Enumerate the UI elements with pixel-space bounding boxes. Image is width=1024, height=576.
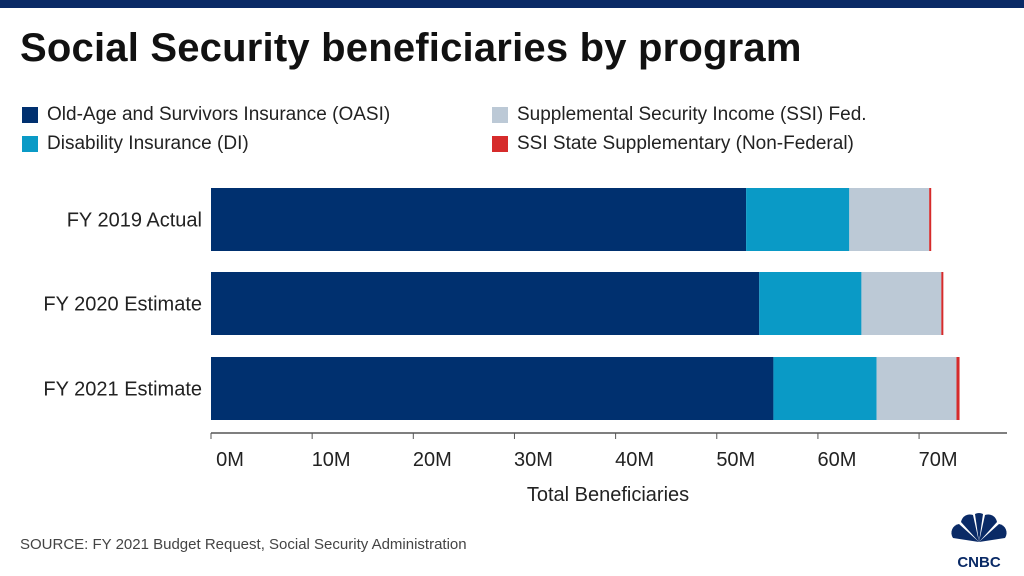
bar-segment-ssi-state-fy2021 bbox=[956, 357, 960, 420]
x-axis-title: Total Beneficiaries bbox=[527, 484, 689, 506]
x-tick-label-30: 30M bbox=[514, 449, 553, 471]
y-tick-label-fy2021: FY 2021 Estimate bbox=[43, 379, 202, 401]
legend-item-oasi: Old-Age and Survivors Insurance (OASI) bbox=[22, 104, 390, 126]
x-tick-label-50: 50M bbox=[716, 449, 755, 471]
legend-label-ssi-fed: Supplemental Security Income (SSI) Fed. bbox=[517, 104, 867, 125]
chart-title: Social Security beneficiaries by program bbox=[20, 26, 802, 70]
x-tick-label-70: 70M bbox=[919, 449, 958, 471]
x-tick-label-40: 40M bbox=[615, 449, 654, 471]
y-tick-label-fy2019: FY 2019 Actual bbox=[67, 210, 202, 232]
bar-segment-ssi-state-fy2020 bbox=[941, 272, 944, 335]
bar-segment-oasi-fy2019 bbox=[211, 188, 747, 251]
top-accent-bar bbox=[0, 0, 1024, 8]
logo-wordmark: CNBC bbox=[957, 554, 1000, 570]
y-tick-label-fy2020: FY 2020 Estimate bbox=[43, 294, 202, 316]
legend-label-ssi-state: SSI State Supplementary (Non-Federal) bbox=[517, 133, 854, 154]
legend-item-ssi-fed: Supplemental Security Income (SSI) Fed. bbox=[492, 104, 867, 126]
x-tick-label-20: 20M bbox=[413, 449, 452, 471]
legend-label-oasi: Old-Age and Survivors Insurance (OASI) bbox=[47, 104, 391, 125]
legend-swatch-ssi-fed bbox=[492, 107, 508, 123]
legend-item-ssi-state: SSI State Supplementary (Non-Federal) bbox=[492, 133, 854, 155]
bar-segment-oasi-fy2021 bbox=[211, 357, 774, 420]
bar-segment-oasi-fy2020 bbox=[211, 272, 760, 335]
legend-label-di: Disability Insurance (DI) bbox=[47, 133, 249, 154]
source-note: SOURCE: FY 2021 Budget Request, Social S… bbox=[20, 536, 467, 553]
legend-swatch-di bbox=[22, 136, 38, 152]
legend-swatch-ssi-state bbox=[492, 136, 508, 152]
bar-segment-ssi-state-fy2019 bbox=[929, 188, 932, 251]
legend-swatch-oasi bbox=[22, 107, 38, 123]
bar-segment-di-fy2020 bbox=[759, 272, 862, 335]
bar-segment-ssi-fed-fy2019 bbox=[849, 188, 930, 251]
bar-segment-di-fy2019 bbox=[746, 188, 850, 251]
x-tick-label-60: 60M bbox=[817, 449, 856, 471]
cnbc-peacock-logo: CNBC bbox=[951, 513, 1007, 570]
legend-item-di: Disability Insurance (DI) bbox=[22, 133, 249, 155]
x-tick-label-0: 0M bbox=[216, 449, 244, 471]
bar-segment-di-fy2021 bbox=[773, 357, 877, 420]
bar-segment-ssi-fed-fy2021 bbox=[876, 357, 957, 420]
bar-segment-ssi-fed-fy2020 bbox=[861, 272, 942, 335]
x-tick-label-10: 10M bbox=[312, 449, 351, 471]
